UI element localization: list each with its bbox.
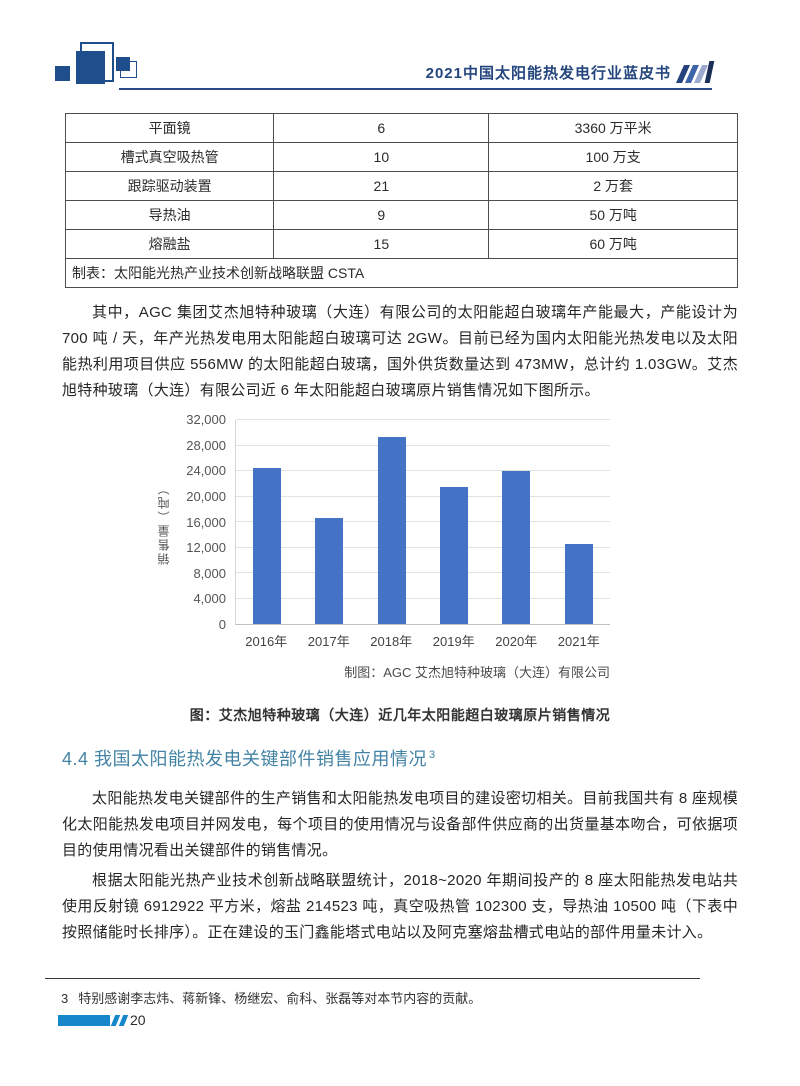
logo-square-icon (116, 57, 130, 71)
bar-slot (423, 420, 485, 624)
table-cell: 跟踪驱动装置 (64, 171, 275, 201)
chart-x-axis-ticks: 2016年 2017年 2018年 2019年 2020年 2021年 (235, 631, 610, 650)
table-cell: 9 (273, 200, 490, 230)
component-table-section: 平面镜 6 3360 万平米 槽式真空吸热管 10 100 万支 跟踪驱动装置 21 2 万套导… (64, 113, 738, 288)
slashes-icon (675, 61, 715, 83)
footer-bar-icon (58, 1015, 129, 1026)
x-tick-label: 2016年 (245, 634, 288, 649)
x-tick-label: 2017年 (307, 634, 350, 649)
figure-caption: 图：艾杰旭特种玻璃（大连）近几年太阳能超白玻璃原片销售情况 (189, 707, 611, 723)
x-tick-label: 2018年 (370, 634, 413, 649)
gridline (236, 546, 610, 548)
table-source-note: 制表：太阳能光热产业技术创新战略联盟 CSTA (65, 258, 738, 288)
chart-source-credit: 制图：AGC 艾杰旭特种玻璃（大连）有限公司 (344, 665, 610, 680)
page-header: 2021中国太阳能热发电行业蓝皮书 (55, 42, 715, 90)
data-bar (377, 437, 406, 624)
bar-slot (298, 420, 360, 624)
y-tick-label: 32,000 (186, 412, 226, 427)
table-cell: 6 (273, 113, 490, 143)
y-tick-label: 28,000 (186, 437, 226, 453)
gridline (236, 597, 610, 599)
table-row: 导热油 9 50 万吨 (64, 200, 738, 230)
component-table: 平面镜 6 3360 万平米 槽式真空吸热管 10 100 万支 跟踪驱动装置 21 2 万套导… (64, 113, 738, 288)
y-tick-label: 8,000 (193, 565, 226, 581)
page-number: 20 (130, 1012, 146, 1028)
table-row: 熔融盐 15 60 万吨 (64, 229, 738, 259)
y-tick-label: 12,000 (186, 540, 226, 556)
sales-bar-chart: 销售量（吨） 32,000 28,000 24,000 20,000 16,000 12,… (153, 412, 610, 681)
table-footer-row: 制表：太阳能光热产业技术创新战略联盟 CSTA (65, 258, 738, 288)
gridline (236, 444, 610, 446)
table-cell: 15 (273, 229, 490, 259)
data-bar (253, 467, 282, 624)
chart-main: 销售量（吨） 32,000 28,000 24,000 20,000 16,000 12,… (153, 412, 610, 632)
paragraph-statistics: 根据太阳能光热产业技术创新战略联盟统计，2018~2020 年期间投产的 8 座… (62, 871, 738, 941)
gridline (236, 419, 610, 420)
gridline (236, 470, 610, 471)
chart-plot-area (235, 419, 610, 625)
footnote: 3 特别感谢李志炜、蒋新锋、杨继宏、俞科、张磊等对本节内容的贡献。 (45, 978, 700, 1007)
table-row: 槽式真空吸热管 10 100 万支 (64, 142, 738, 172)
data-bar (502, 471, 531, 624)
bar-slot (548, 420, 610, 624)
y-tick-label: 4,000 (193, 591, 226, 607)
table-row: 跟踪驱动装置 21 2 万套 (64, 171, 738, 201)
table-cell: 100 万支 (488, 142, 738, 172)
table-cell: 导热油 (64, 200, 275, 230)
paragraph-agc: 其中，AGC 集团艾杰旭特种玻璃（大连）有限公司的太阳能超白玻璃年产能最大，产能… (62, 304, 738, 399)
data-bar (315, 518, 344, 624)
logo-square-icon (76, 51, 105, 84)
publisher-logo-icon (55, 42, 137, 88)
y-tick-label: 16,000 (186, 514, 226, 530)
paragraph-overview: 太阳能热发电关键部件的生产销售和太阳能热发电项目的建设密切相关。目前我国共有 8… (62, 789, 738, 859)
section-heading-text: 4.4 我国太阳能热发电关键部件销售应用情况 (62, 749, 428, 769)
data-bar (564, 544, 593, 624)
component-table-body: 平面镜 6 3360 万平米 槽式真空吸热管 10 100 万支 跟踪驱动装置 21 2 万套导… (64, 113, 738, 259)
table-cell: 10 (273, 142, 490, 172)
chart-y-axis-title: 销售量（吨） (156, 480, 171, 565)
gridline (236, 572, 610, 573)
table-row: 平面镜 6 3360 万平米 (64, 113, 738, 143)
table-cell: 50 万吨 (488, 200, 738, 230)
y-tick-label: 20,000 (186, 488, 226, 504)
footnote-text: 特别感谢李志炜、蒋新锋、杨继宏、俞科、张磊等对本节内容的贡献。 (78, 991, 482, 1006)
table-cell: 平面镜 (64, 113, 275, 143)
table-cell: 熔融盐 (64, 229, 275, 259)
y-tick-label: 24,000 (186, 463, 226, 479)
x-tick-label: 2019年 (432, 634, 475, 649)
data-bar (440, 486, 469, 624)
bar-slot (361, 420, 423, 624)
body-content: 其中，AGC 集团艾杰旭特种玻璃（大连）有限公司的太阳能超白玻璃年产能最大，产能… (62, 300, 738, 946)
bar-slot (485, 420, 547, 624)
header-divider (119, 88, 712, 90)
gridline (236, 495, 610, 497)
logo-square-icon (55, 66, 70, 81)
chart-bars (236, 420, 610, 624)
x-tick-label: 2021年 (557, 634, 600, 649)
y-tick-label: 0 (218, 617, 226, 632)
document-title: 2021中国太阳能热发电行业蓝皮书 (425, 64, 671, 82)
table-cell: 槽式真空吸热管 (64, 142, 275, 172)
table-cell: 3360 万平米 (488, 113, 738, 143)
footnote-marker: 3 (61, 991, 69, 1006)
gridline (236, 521, 610, 522)
header-right: 2021中国太阳能热发电行业蓝皮书 (425, 61, 715, 83)
table-cell: 21 (273, 171, 490, 201)
x-tick-label: 2020年 (495, 634, 538, 649)
table-cell: 2 万套 (488, 171, 738, 201)
footnote-reference: 3 (429, 749, 436, 761)
section-heading: 4.4 我国太阳能热发电关键部件销售应用情况 3 (62, 745, 738, 771)
bar-slot (236, 420, 298, 624)
table-cell: 60 万吨 (488, 229, 738, 259)
chart-y-axis-ticks: 32,000 28,000 24,000 20,000 16,000 12,000 8,00… (173, 412, 235, 632)
